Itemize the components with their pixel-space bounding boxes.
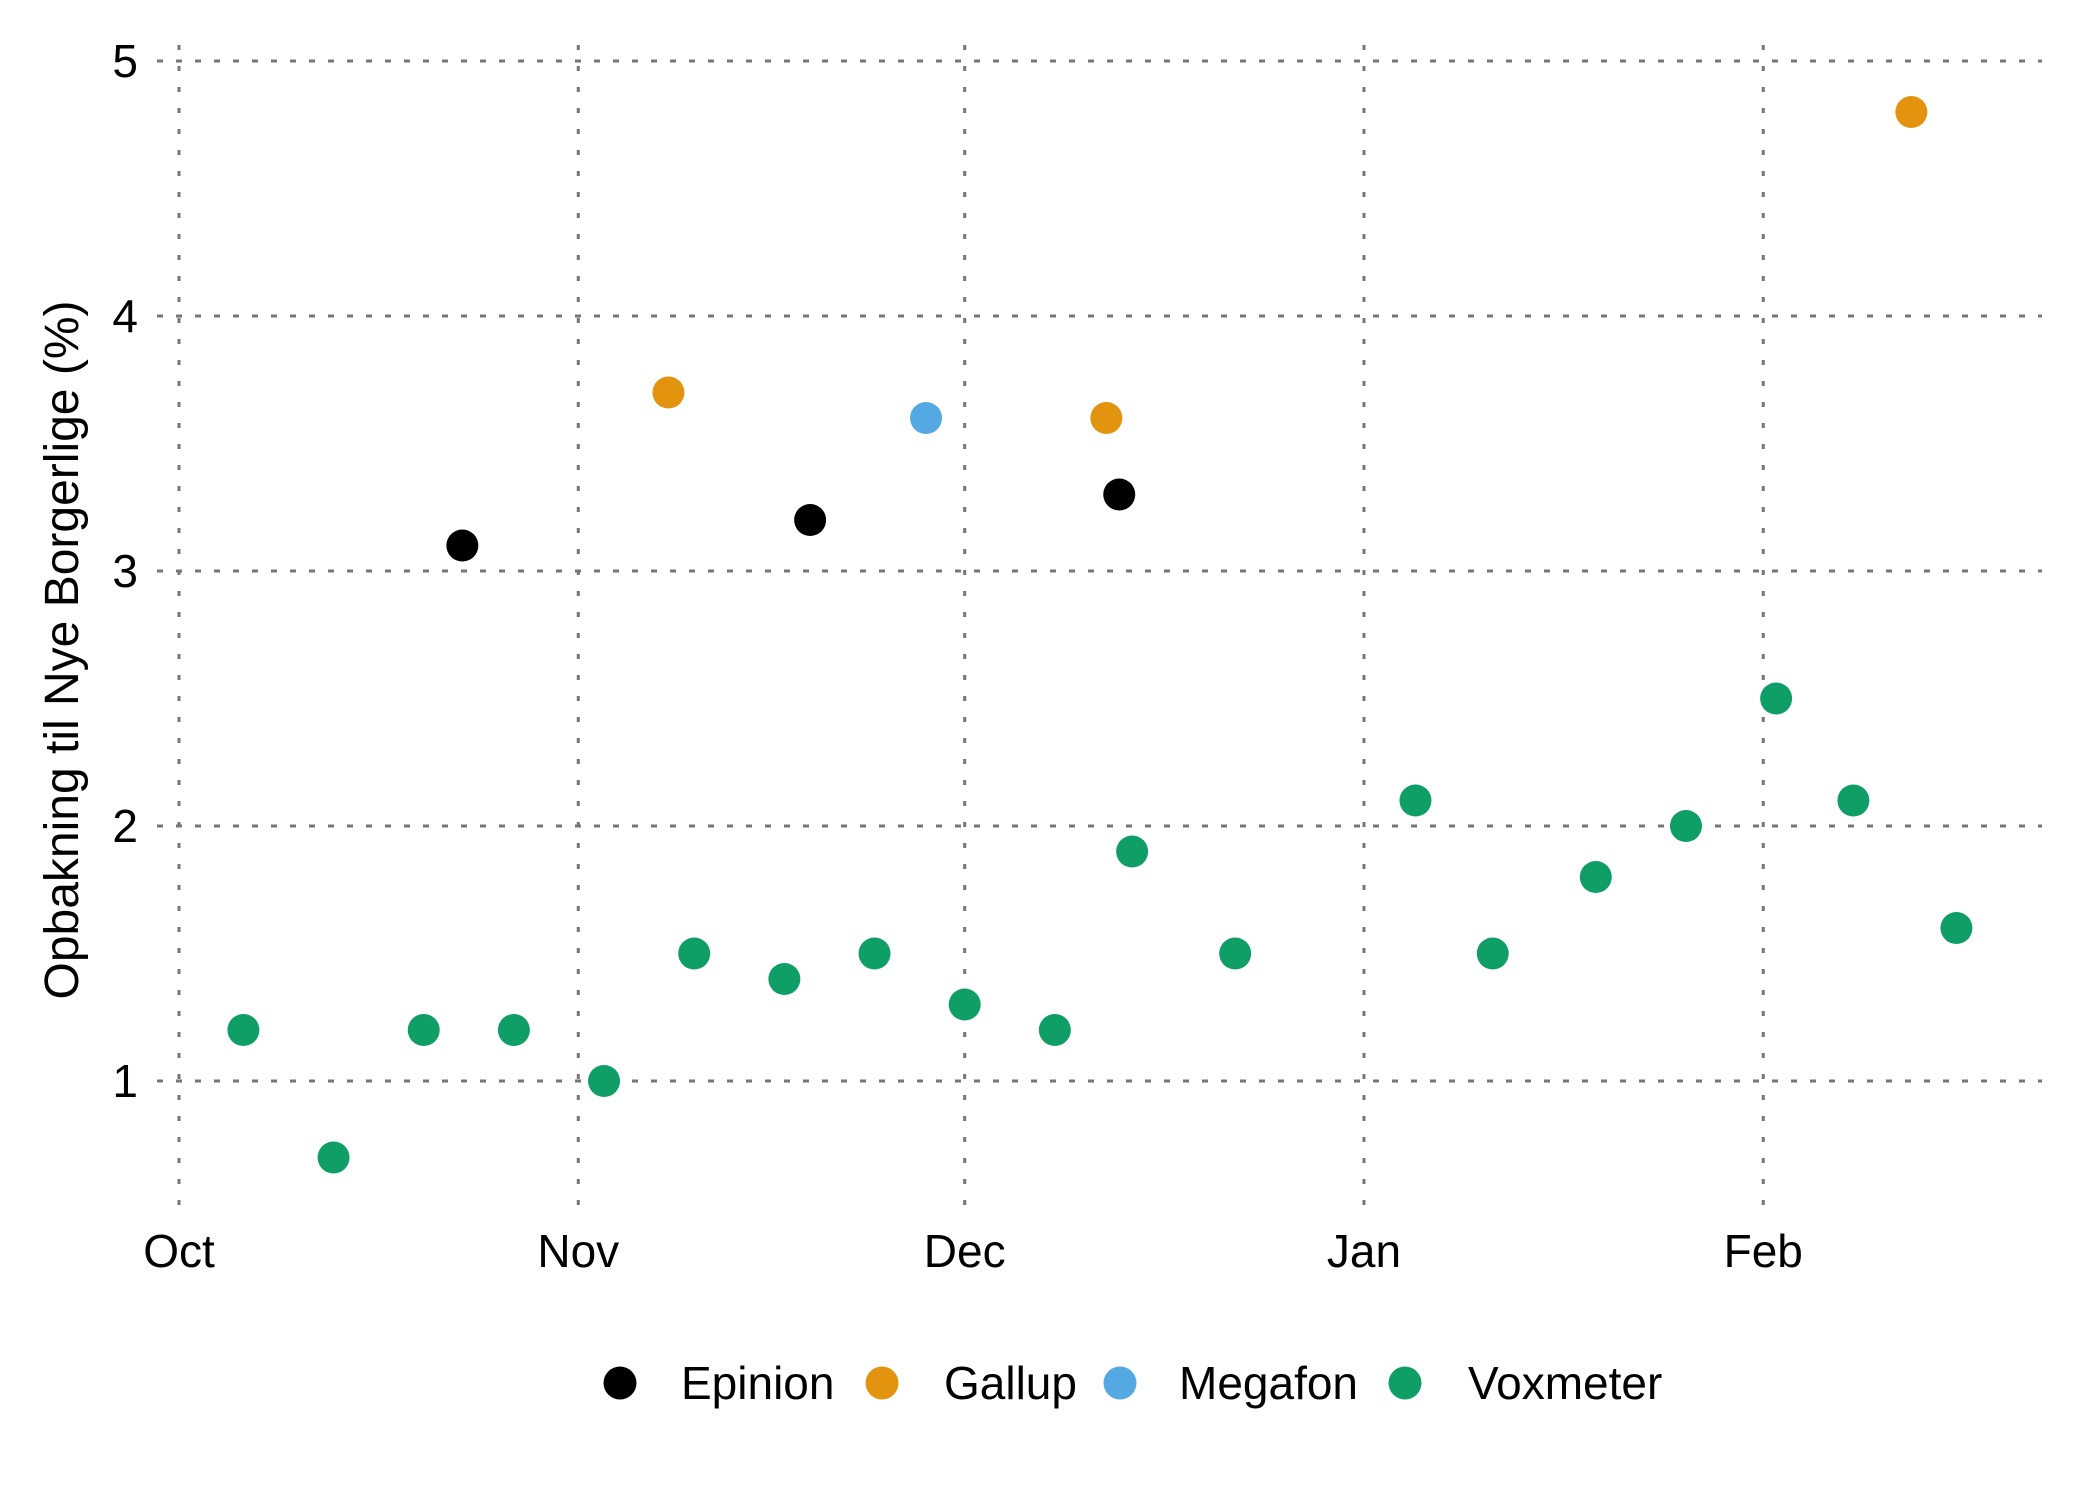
point-voxmeter-2 [317,1141,350,1174]
point-voxmeter-8 [858,937,891,970]
point-voxmeter-11 [1116,835,1149,868]
point-voxmeter-17 [1760,682,1793,715]
point-voxmeter-12 [1219,937,1252,970]
point-voxmeter-19 [1940,912,1973,944]
point-voxmeter-10 [1038,1014,1071,1046]
point-voxmeter-9 [948,988,981,1021]
point-voxmeter-13 [1399,784,1432,817]
point-voxmeter-6 [678,937,711,970]
y-axis-tick-labels: 1 2 3 4 5 [112,35,138,1107]
x-tick-label-oct: Oct [143,1225,215,1277]
y-tick-label-4: 4 [112,290,138,342]
legend-swatch-epinion [603,1366,637,1400]
horizontal-gridlines [157,59,2042,1083]
y-tick-label-1: 1 [112,1055,138,1107]
x-axis-tick-labels: Oct Nov Dec Jan Feb [143,1225,1803,1277]
point-voxmeter-7 [768,963,801,995]
point-epinion-3 [1103,478,1136,511]
point-epinion-1 [446,529,479,562]
point-gallup-1 [652,376,685,409]
point-voxmeter-15 [1579,861,1612,893]
point-epinion-2 [794,504,827,536]
point-voxmeter-5 [588,1065,621,1097]
data-points [227,96,1973,1174]
legend-label-voxmeter: Voxmeter [1468,1357,1662,1409]
y-tick-label-2: 2 [112,800,138,852]
y-axis-title: Opbakning til Nye Borgerlige (%) [36,301,89,1000]
x-tick-label-nov: Nov [537,1225,619,1277]
point-voxmeter-16 [1669,810,1702,842]
legend-label-megafon: Megafon [1179,1357,1358,1409]
point-voxmeter-14 [1476,937,1509,970]
y-tick-label-3: 3 [112,545,138,597]
point-voxmeter-18 [1837,784,1870,817]
legend: Epinion Gallup Megafon Voxmeter [603,1357,1662,1409]
legend-swatch-gallup [865,1366,899,1400]
legend-swatch-voxmeter [1388,1366,1422,1400]
x-tick-label-feb: Feb [1724,1225,1803,1277]
y-tick-label-5: 5 [112,35,138,87]
point-voxmeter-4 [497,1014,530,1046]
x-tick-label-dec: Dec [924,1225,1006,1277]
legend-swatch-megafon [1103,1366,1137,1400]
point-voxmeter-3 [407,1014,440,1046]
point-voxmeter-1 [227,1014,260,1046]
x-tick-label-jan: Jan [1327,1225,1401,1277]
point-gallup-2 [1090,402,1123,434]
point-megafon-1 [910,402,943,434]
legend-label-epinion: Epinion [681,1357,834,1409]
point-gallup-3 [1895,96,1928,128]
legend-label-gallup: Gallup [944,1357,1077,1409]
